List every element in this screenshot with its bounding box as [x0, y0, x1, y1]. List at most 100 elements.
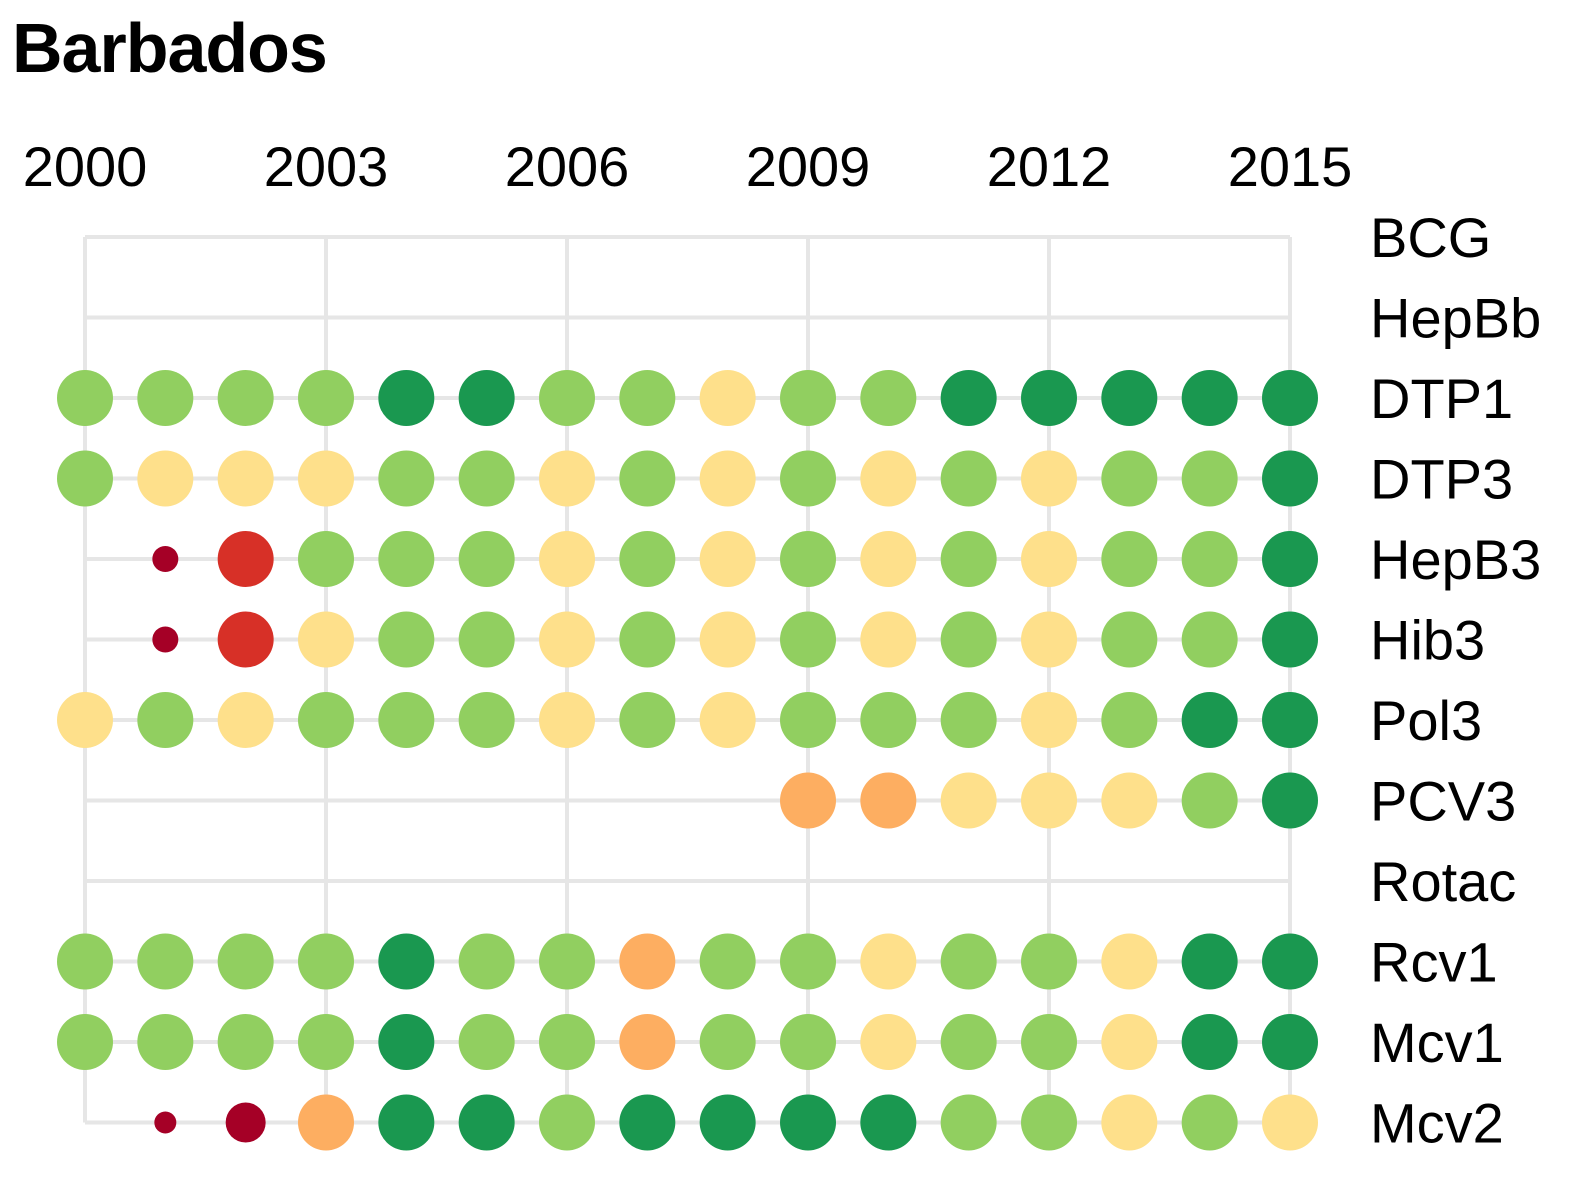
dot-mcv1-2000 — [57, 1014, 113, 1070]
dot-rcv1-2015 — [1262, 933, 1318, 990]
dot-pcv3-2010 — [860, 772, 917, 829]
row-label-mcv1: Mcv1 — [1370, 1011, 1504, 1074]
dot-hib3-2001 — [152, 626, 179, 653]
chart-title: Barbados — [12, 9, 328, 87]
dot-dtp1-2000 — [57, 370, 113, 426]
dot-rcv1-2003 — [298, 933, 354, 990]
dot-dtp3-2001 — [137, 450, 194, 507]
dot-mcv1-2009 — [780, 1014, 836, 1070]
dot-dtp1-2012 — [1021, 370, 1077, 426]
dot-dtp1-2005 — [458, 370, 515, 426]
dot-dtp3-2015 — [1262, 450, 1318, 507]
dot-mcv2-2002 — [225, 1102, 266, 1143]
dot-pol3-2004 — [378, 692, 435, 748]
dot-mcv2-2003 — [298, 1094, 354, 1151]
dot-hepb3-2015 — [1262, 531, 1318, 587]
dot-hib3-2009 — [780, 611, 836, 668]
dot-dtp1-2001 — [137, 370, 194, 426]
x-tick-label-2000: 2000 — [23, 135, 148, 198]
x-tick-label-2012: 2012 — [987, 135, 1112, 198]
dot-mcv2-2007 — [619, 1094, 676, 1151]
dot-mcv1-2014 — [1181, 1014, 1238, 1070]
dot-dtp1-2010 — [860, 370, 917, 426]
row-label-pol3: Pol3 — [1370, 689, 1482, 752]
dot-hepb3-2002 — [217, 531, 274, 587]
dot-dtp3-2005 — [458, 450, 515, 507]
dot-mcv2-2004 — [378, 1094, 435, 1151]
dot-pol3-2009 — [780, 692, 836, 748]
dot-dtp1-2003 — [298, 370, 354, 426]
dot-hib3-2008 — [699, 611, 756, 668]
dot-hepb3-2005 — [458, 531, 515, 587]
dot-hib3-2007 — [619, 611, 676, 668]
dot-hepb3-2014 — [1181, 531, 1238, 587]
x-tick-label-2006: 2006 — [505, 135, 630, 198]
dot-dtp1-2004 — [378, 370, 435, 426]
dot-mcv2-2014 — [1181, 1094, 1238, 1151]
dot-pol3-2010 — [860, 692, 917, 748]
dot-hepb3-2001 — [152, 546, 179, 572]
x-tick-label-2003: 2003 — [264, 135, 389, 198]
dot-dtp3-2009 — [780, 450, 836, 507]
row-label-hepb3: HepB3 — [1370, 528, 1541, 591]
dot-dtp3-2012 — [1021, 450, 1077, 507]
dot-mcv2-2009 — [780, 1094, 836, 1151]
row-label-hib3: Hib3 — [1370, 609, 1485, 672]
row-label-bcg: BCG — [1370, 206, 1491, 269]
dot-hib3-2011 — [940, 611, 997, 668]
dot-rcv1-2011 — [940, 933, 997, 990]
dot-mcv1-2007 — [619, 1014, 676, 1070]
dot-rcv1-2008 — [699, 933, 756, 990]
dot-dtp3-2008 — [699, 450, 756, 507]
dot-pcv3-2012 — [1021, 772, 1077, 829]
dot-rcv1-2010 — [860, 933, 917, 990]
dot-pol3-2007 — [619, 692, 676, 748]
dot-mcv1-2005 — [458, 1014, 515, 1070]
dot-mcv1-2011 — [940, 1014, 997, 1070]
dot-pcv3-2015 — [1262, 772, 1318, 829]
dot-dtp1-2009 — [780, 370, 836, 426]
row-label-mcv2: Mcv2 — [1370, 1092, 1504, 1155]
dot-rcv1-2002 — [217, 933, 274, 990]
coverage-dots — [57, 370, 1318, 1151]
dot-mcv1-2010 — [860, 1014, 917, 1070]
dot-hepb3-2009 — [780, 531, 836, 587]
dot-rcv1-2007 — [619, 933, 676, 990]
dot-dtp3-2003 — [298, 450, 354, 507]
dot-hepb3-2003 — [298, 531, 354, 587]
dot-pol3-2000 — [57, 692, 113, 748]
x-tick-label-2009: 2009 — [746, 135, 871, 198]
dot-pol3-2015 — [1262, 692, 1318, 748]
dot-pol3-2008 — [699, 692, 756, 748]
dot-hib3-2012 — [1021, 611, 1077, 668]
row-label-dtp1: DTP1 — [1370, 367, 1513, 430]
dot-rcv1-2000 — [57, 933, 113, 990]
dot-hepb3-2012 — [1021, 531, 1077, 587]
dot-mcv2-2012 — [1021, 1094, 1077, 1151]
dot-dtp3-2007 — [619, 450, 676, 507]
dot-dtp1-2002 — [217, 370, 274, 426]
dot-hepb3-2007 — [619, 531, 676, 587]
dot-pol3-2012 — [1021, 692, 1077, 748]
dot-hepb3-2011 — [940, 531, 997, 587]
row-label-rotac: Rotac — [1370, 850, 1516, 913]
dot-rcv1-2009 — [780, 933, 836, 990]
dot-dtp1-2007 — [619, 370, 676, 426]
dot-hib3-2015 — [1262, 611, 1318, 668]
dot-hib3-2010 — [860, 611, 917, 668]
dot-dtp1-2006 — [539, 370, 595, 426]
row-label-hepbb: HepBb — [1370, 287, 1541, 350]
dot-rcv1-2013 — [1101, 933, 1158, 990]
dot-hib3-2005 — [458, 611, 515, 668]
dot-pol3-2003 — [298, 692, 354, 748]
dot-pcv3-2011 — [940, 772, 997, 829]
dot-dtp3-2010 — [860, 450, 917, 507]
dot-mcv2-2010 — [860, 1094, 917, 1151]
dot-pol3-2011 — [940, 692, 997, 748]
x-axis-tick-labels: 2000 2003 2006 2009 2012 2015 — [23, 135, 1353, 198]
row-labels: BCG HepBb DTP1 DTP3 HepB3 Hib3 Pol3 PCV3 Rotac Rc… — [1370, 206, 1541, 1155]
dot-mcv1-2013 — [1101, 1014, 1158, 1070]
dot-pcv3-2009 — [780, 772, 836, 829]
dot-dtp3-2011 — [940, 450, 997, 507]
